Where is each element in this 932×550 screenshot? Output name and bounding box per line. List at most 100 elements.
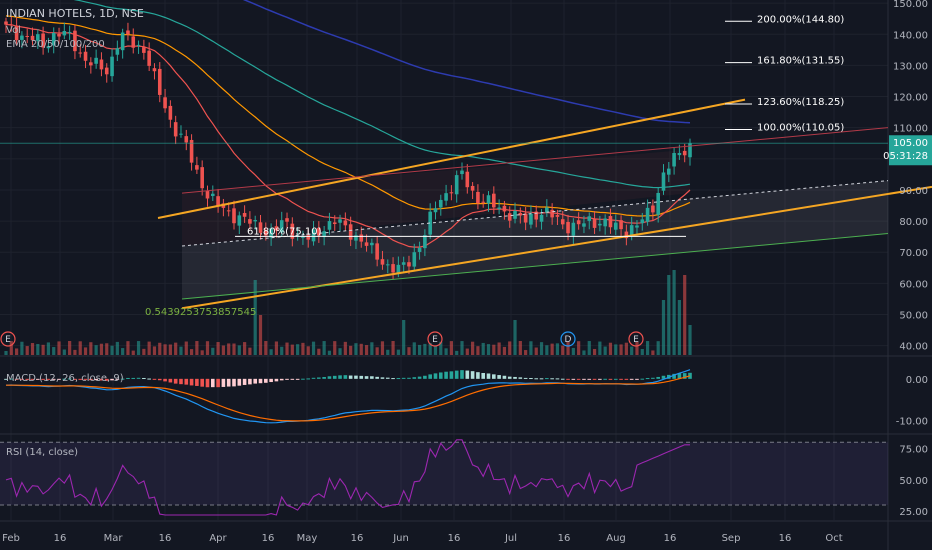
volume-bar bbox=[99, 343, 104, 355]
volume-bar bbox=[465, 348, 469, 355]
volume-bar bbox=[285, 342, 289, 355]
candle bbox=[518, 212, 523, 216]
candle bbox=[78, 52, 83, 54]
volume-bar bbox=[449, 341, 453, 355]
macd-histogram-bar bbox=[147, 378, 151, 380]
fib-level-label: 123.60%(118.25) bbox=[757, 97, 844, 108]
volume-bar bbox=[205, 341, 210, 355]
candle bbox=[62, 31, 67, 36]
candle bbox=[30, 35, 35, 41]
rsi-axis-label: 50.00 bbox=[899, 476, 928, 487]
volume-bar bbox=[301, 342, 305, 355]
macd-histogram-bar bbox=[163, 378, 167, 382]
macd-histogram-bar bbox=[67, 378, 72, 380]
volume-bar bbox=[9, 341, 13, 355]
event-marker-icon bbox=[0, 331, 16, 347]
macd-histogram-bar bbox=[651, 377, 655, 379]
channel-fill bbox=[182, 180, 888, 299]
volume-bar bbox=[216, 342, 220, 355]
macd-histogram-bar bbox=[470, 371, 475, 379]
candle bbox=[269, 228, 273, 238]
macd-histogram-bar bbox=[375, 376, 379, 379]
candle bbox=[332, 222, 337, 224]
volume-bar bbox=[529, 341, 533, 355]
volume-bar bbox=[391, 341, 395, 355]
volume-bar bbox=[184, 341, 188, 355]
candle bbox=[656, 192, 660, 215]
macd-label: MACD (12, 26, close, 9) bbox=[6, 373, 124, 384]
candle bbox=[587, 216, 592, 221]
candle bbox=[210, 193, 215, 197]
price-axis-label: 120.00 bbox=[893, 93, 928, 104]
volume-bar bbox=[189, 349, 194, 355]
volume-bar bbox=[115, 341, 119, 355]
candle bbox=[306, 235, 311, 240]
channel-upper-line bbox=[157, 98, 746, 219]
macd-histogram-bar bbox=[195, 378, 199, 386]
macd-histogram-bar bbox=[672, 373, 676, 379]
volume-bar bbox=[407, 347, 411, 355]
candle bbox=[274, 226, 279, 231]
macd-histogram-bar bbox=[322, 377, 326, 379]
rsi-axis-label: 25.00 bbox=[899, 507, 928, 518]
volume-bar bbox=[577, 341, 581, 355]
candle bbox=[131, 36, 136, 48]
macd-histogram-bar bbox=[449, 371, 454, 379]
macd-histogram-bar bbox=[364, 376, 369, 379]
candle bbox=[179, 133, 183, 135]
macd-histogram-bar bbox=[476, 372, 480, 379]
macd-histogram-bar bbox=[20, 378, 24, 380]
volume-bar bbox=[524, 350, 528, 355]
volume-bar bbox=[439, 341, 443, 355]
volume-bar bbox=[592, 348, 597, 355]
volume-bar bbox=[338, 348, 342, 355]
macd-histogram-bar bbox=[619, 378, 623, 380]
macd-histogram-bar bbox=[173, 378, 178, 384]
macd-histogram-bar bbox=[391, 378, 395, 380]
candle bbox=[545, 207, 549, 213]
candle bbox=[110, 56, 114, 77]
macd-histogram-bar bbox=[152, 378, 157, 380]
time-axis-label: 16 bbox=[262, 533, 275, 544]
time-axis-label: Jun bbox=[392, 533, 409, 544]
volume-bar bbox=[508, 341, 512, 355]
time-axis-label: 16 bbox=[54, 533, 67, 544]
macd-histogram-bar bbox=[518, 377, 523, 379]
volume-bar bbox=[433, 345, 438, 355]
volume-bar bbox=[460, 341, 464, 355]
volume-bar bbox=[603, 346, 607, 355]
candle bbox=[20, 35, 24, 40]
macd-histogram-bar bbox=[677, 373, 682, 379]
candle bbox=[348, 224, 353, 240]
macd-histogram-bar bbox=[120, 378, 125, 380]
candle bbox=[57, 34, 61, 37]
candle bbox=[534, 211, 539, 220]
volume-bar bbox=[280, 346, 284, 355]
candle bbox=[401, 262, 406, 265]
macd-histogram-bar bbox=[385, 377, 390, 379]
rsi-line bbox=[5, 439, 690, 516]
volume-bar bbox=[253, 280, 257, 355]
candle bbox=[115, 48, 120, 55]
volume-bar bbox=[142, 348, 146, 355]
candle bbox=[99, 59, 104, 70]
candle bbox=[264, 230, 268, 236]
volume-bar bbox=[417, 344, 422, 355]
macd-histogram-bar bbox=[359, 375, 364, 379]
macd-histogram-bar bbox=[438, 372, 443, 379]
macd-histogram-bar bbox=[534, 378, 539, 380]
candle bbox=[216, 196, 220, 206]
candle bbox=[200, 167, 204, 189]
candle bbox=[438, 199, 443, 208]
candle bbox=[688, 143, 692, 158]
candle bbox=[94, 57, 98, 64]
macd-histogram-bar bbox=[613, 378, 618, 380]
volume-bar bbox=[630, 346, 634, 355]
candle bbox=[343, 220, 348, 226]
macd-histogram-bar bbox=[83, 378, 88, 380]
macd-histogram-bar bbox=[486, 373, 491, 379]
macd-histogram-bar bbox=[407, 377, 411, 379]
volume-bar bbox=[274, 341, 279, 355]
